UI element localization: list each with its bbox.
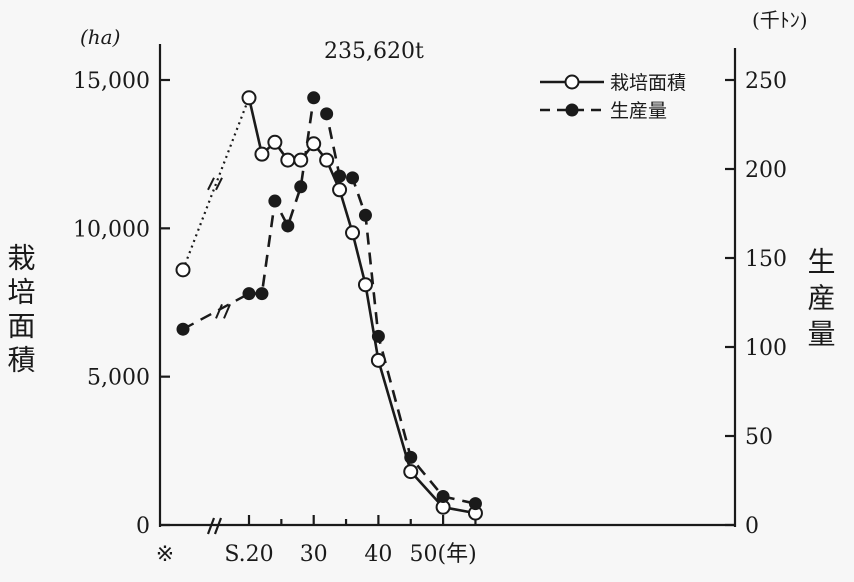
right-tick-label: 50 <box>745 425 773 450</box>
area-point <box>370 352 386 368</box>
left-axis-unit: (ha) <box>80 25 120 49</box>
production-point <box>242 287 256 301</box>
area-point <box>319 152 335 168</box>
production-point <box>268 194 282 208</box>
area-point <box>345 225 361 241</box>
left-tick-label: 0 <box>136 514 150 539</box>
area-point <box>175 262 191 278</box>
area-point <box>280 152 296 168</box>
right-axis-ticks: 0 50 100 150 200 250 <box>725 69 787 539</box>
x-axis-break <box>206 517 223 535</box>
production-line-gap-segment <box>182 292 250 331</box>
production-point <box>346 171 360 185</box>
production-point <box>468 497 482 511</box>
legend-label-area: 栽培面積 <box>610 72 686 94</box>
area-point <box>254 146 270 162</box>
x-axis-ticks: S.20 30 40 50(年) ※ <box>156 515 477 567</box>
right-axis-label: 生産量 <box>804 247 837 355</box>
production-point <box>281 219 295 233</box>
right-tick-label: 100 <box>745 336 787 361</box>
production-point <box>294 180 308 194</box>
area-line-gap-segment <box>181 97 251 271</box>
area-point <box>267 134 283 150</box>
production-point <box>333 169 347 183</box>
right-tick-label: 0 <box>745 514 759 539</box>
production-point <box>404 450 418 464</box>
area-point <box>306 136 322 152</box>
production-point <box>320 107 334 121</box>
area-point <box>241 90 257 106</box>
left-tick-label: 15,000 <box>73 69 150 94</box>
series-layer <box>175 90 483 521</box>
production-point <box>255 287 269 301</box>
left-tick-label: 5,000 <box>87 366 150 391</box>
peak-annotation: 235,620t <box>324 39 424 64</box>
area-point <box>332 182 348 198</box>
right-tick-label: 150 <box>745 247 787 272</box>
production-point <box>307 91 321 105</box>
production-point <box>176 322 190 336</box>
x-tick-label: 30 <box>300 542 328 567</box>
left-axis-ticks: 0 5,000 10,000 15,000 <box>73 69 170 539</box>
legend-marker-area <box>564 74 580 90</box>
legend: 栽培面積 生産量 <box>540 72 686 122</box>
right-axis-unit: (千ﾄﾝ) <box>752 8 808 32</box>
area-line-break <box>207 177 223 191</box>
x-tick-label: 50(年) <box>410 542 477 567</box>
x-tick-label: 40 <box>364 542 392 567</box>
right-tick-label: 250 <box>745 69 787 94</box>
production-point <box>371 329 385 343</box>
production-point <box>358 208 372 222</box>
production-line-break <box>215 304 231 319</box>
left-axis-label: 栽培面積 <box>4 243 37 379</box>
right-tick-label: 200 <box>745 158 787 183</box>
area-point <box>403 464 419 480</box>
x-prefix-mark: ※ <box>156 542 174 567</box>
left-tick-label: 10,000 <box>73 217 150 242</box>
legend-label-production: 生産量 <box>610 100 667 122</box>
production-point <box>436 490 450 504</box>
x-tick-label: S.20 <box>224 542 273 567</box>
legend-marker-production <box>565 103 579 117</box>
area-point <box>357 277 373 293</box>
area-point <box>293 152 309 168</box>
